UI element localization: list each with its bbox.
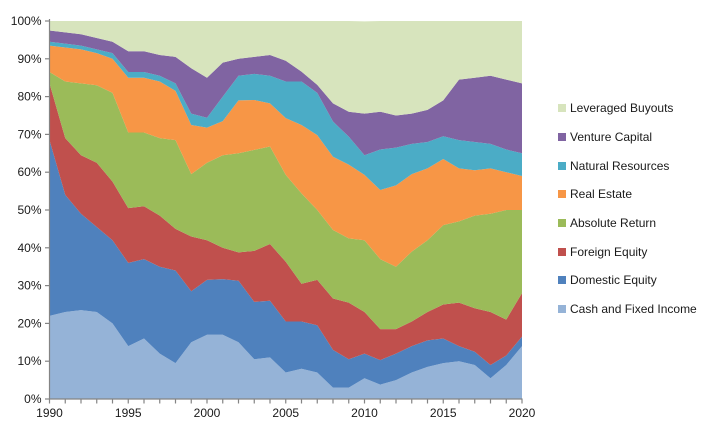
y-tick-label: 0% [24, 392, 42, 406]
legend: Leveraged Buyouts Venture Capital Natura… [558, 94, 697, 324]
legend-item: Real Estate [558, 180, 697, 209]
area-absolute-return [49, 72, 522, 330]
legend-swatch-real-estate-icon [558, 190, 566, 199]
legend-item: Domestic Equity [558, 266, 697, 295]
legend-item: Natural Resources [558, 151, 697, 180]
x-tick-label: 2005 [272, 406, 299, 420]
y-tick-label: 50% [17, 203, 41, 217]
legend-swatch-natural-resources-icon [558, 161, 566, 170]
y-tick-label: 70% [17, 127, 41, 141]
legend-item: Foreign Equity [558, 237, 697, 266]
legend-swatch-foreign-equity-icon [558, 247, 566, 256]
area-foreign-equity [49, 83, 522, 365]
area-real-estate [49, 45, 522, 267]
y-tick-label: 60% [17, 165, 41, 179]
legend-item-label: Cash and Fixed Income [570, 302, 697, 317]
x-tick-label: 2015 [430, 406, 457, 420]
legend-item: Cash and Fixed Income [558, 295, 697, 324]
legend-item: Venture Capital [558, 123, 697, 152]
legend-swatch-cash-and-fixed-income-icon [558, 305, 566, 314]
y-tick-label: 100% [11, 14, 42, 28]
x-tick-label: 2010 [351, 406, 378, 420]
y-tick-label: 10% [17, 354, 41, 368]
legend-item-label: Leveraged Buyouts [570, 101, 674, 116]
legend-item: Absolute Return [558, 209, 697, 238]
y-tick-label: 90% [17, 52, 41, 66]
legend-item-label: Absolute Return [570, 216, 657, 231]
legend-item-label: Foreign Equity [570, 244, 648, 259]
legend-item-label: Real Estate [570, 187, 633, 202]
legend-swatch-leveraged-buyouts-icon [558, 104, 566, 113]
y-tick-label: 30% [17, 279, 41, 293]
area-cash-and-fixed-income [49, 310, 522, 399]
x-tick-label: 2000 [194, 406, 221, 420]
legend-item-label: Venture Capital [570, 130, 653, 145]
legend-item: Leveraged Buyouts [558, 94, 697, 123]
x-tick-label: 1995 [115, 406, 142, 420]
legend-swatch-venture-capital-icon [558, 133, 566, 142]
area-venture-capital [49, 30, 522, 156]
area-natural-resources [49, 41, 522, 190]
y-tick-label: 20% [17, 316, 41, 330]
x-tick-label: 2020 [509, 406, 536, 420]
y-tick-label: 80% [17, 90, 41, 104]
legend-item-label: Natural Resources [570, 158, 670, 173]
x-tick-label: 1990 [36, 406, 63, 420]
legend-swatch-absolute-return-icon [558, 219, 566, 228]
area-leveraged-buyouts [49, 21, 522, 116]
y-tick-label: 40% [17, 241, 41, 255]
legend-item-label: Domestic Equity [570, 273, 657, 288]
legend-swatch-domestic-equity-icon [558, 276, 566, 285]
area-domestic-equity [49, 140, 522, 388]
